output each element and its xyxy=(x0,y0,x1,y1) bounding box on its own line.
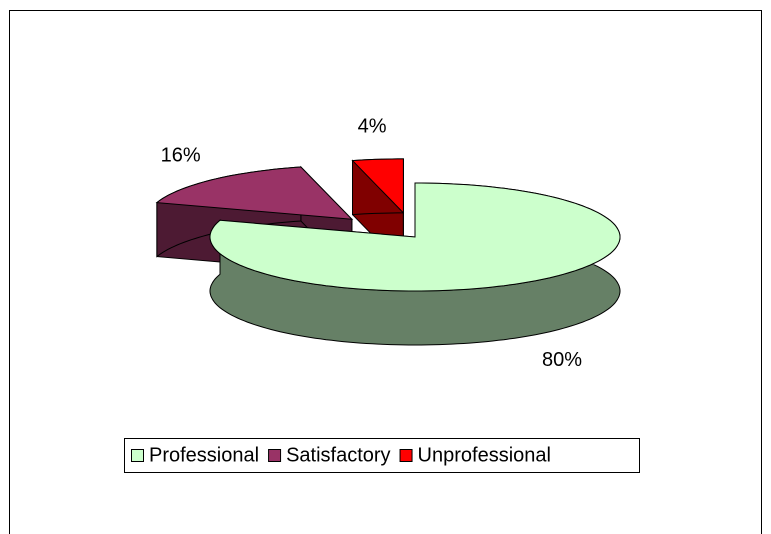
chart-frame xyxy=(9,10,762,534)
legend-swatch xyxy=(131,449,144,462)
legend-label: Professional xyxy=(149,444,259,466)
data-label: 80% xyxy=(542,349,582,371)
slice-top xyxy=(209,182,621,292)
slice-top xyxy=(351,158,404,215)
data-label: 4% xyxy=(358,115,387,137)
data-label: 16% xyxy=(161,145,201,167)
legend-swatch xyxy=(399,449,413,462)
legend-box xyxy=(124,438,640,473)
legend-label: Satisfactory xyxy=(286,444,390,466)
legend-label: Unprofessional xyxy=(418,444,551,466)
slice-top xyxy=(155,166,354,220)
legend-swatch xyxy=(268,449,282,462)
